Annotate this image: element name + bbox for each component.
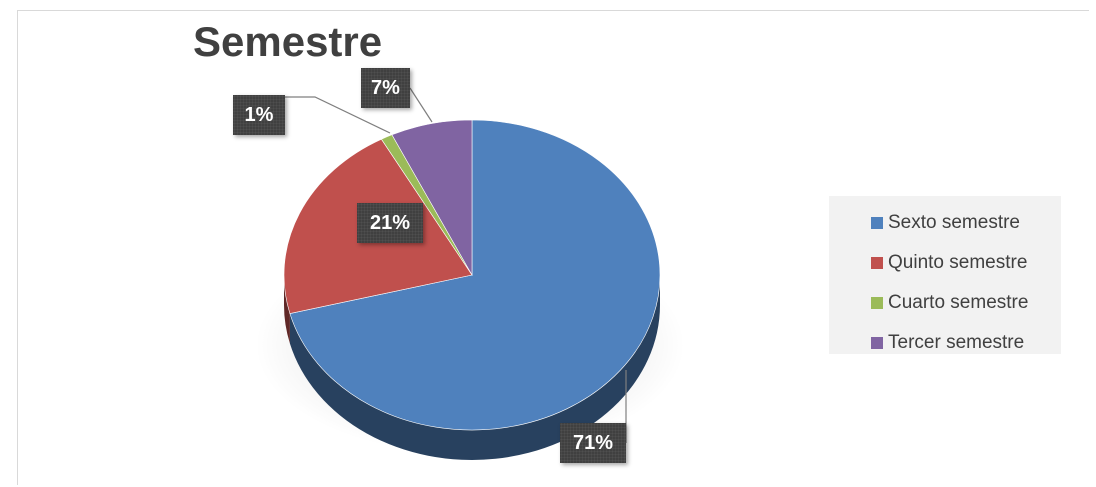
legend-label: Sexto semestre (888, 212, 1020, 233)
legend-label: Cuarto semestre (888, 292, 1029, 313)
legend-label: Quinto semestre (888, 252, 1028, 273)
pie-slice-sexto-semestre (289, 119, 661, 431)
pie-slices (283, 119, 661, 431)
legend-label: Tercer semestre (888, 332, 1025, 353)
data-label-cuarto-semestre: 1% (233, 95, 285, 135)
pie-sides (284, 275, 660, 460)
legend-swatch (871, 337, 883, 349)
pie-side-sexto-semestre (289, 275, 660, 460)
leader-line-cuarto-semestre (285, 96, 391, 134)
legend-swatch (871, 257, 883, 269)
chart-title: Semestre (193, 18, 383, 65)
data-label-sexto-semestre: 71% (560, 423, 626, 463)
legend-swatch (871, 217, 883, 229)
pie-slice-tercer-semestre (391, 119, 473, 277)
pie-side-quinto-semestre (284, 275, 290, 344)
data-label-quinto-semestre: 21% (357, 203, 423, 243)
legend-item-quinto: Quinto semestre (871, 243, 1061, 283)
leader-lines (285, 87, 627, 443)
legend: Sexto semestre Quinto semestre Cuarto se… (829, 196, 1061, 354)
leader-line-tercer-semestre (409, 87, 433, 123)
legend-swatch (871, 297, 883, 309)
data-label-tercer-semestre: 7% (361, 68, 410, 108)
legend-item-cuarto: Cuarto semestre (871, 283, 1061, 323)
chart-area (17, 10, 1089, 485)
legend-item-sexto: Sexto semestre (871, 203, 1061, 243)
legend-item-tercer: Tercer semestre (871, 323, 1061, 363)
